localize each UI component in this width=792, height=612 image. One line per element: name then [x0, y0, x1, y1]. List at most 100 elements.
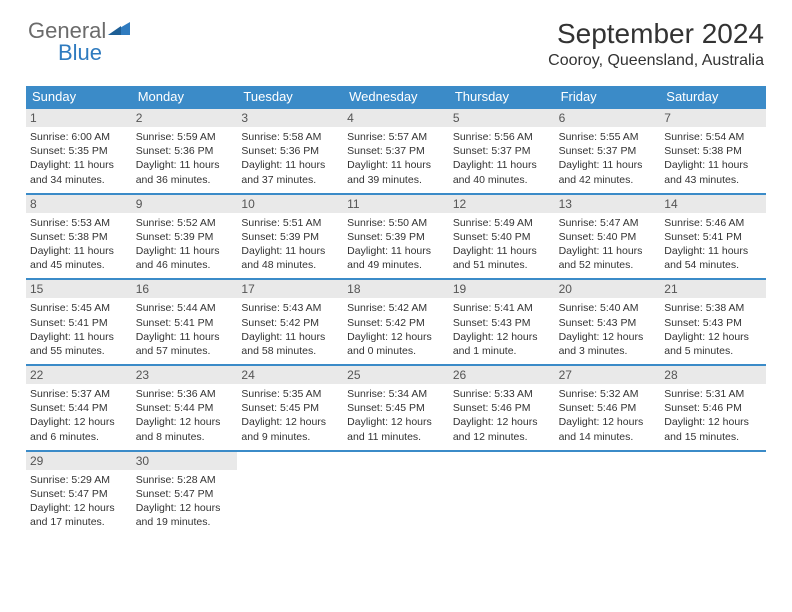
sunset-line: Sunset: 5:36 PM — [136, 144, 234, 158]
sunset-line: Sunset: 5:41 PM — [30, 316, 128, 330]
day-number: 22 — [26, 366, 132, 384]
day-cell: 12Sunrise: 5:49 AMSunset: 5:40 PMDayligh… — [449, 195, 555, 279]
sunset-line: Sunset: 5:40 PM — [559, 230, 657, 244]
daylight-line: Daylight: 11 hours and 34 minutes. — [30, 158, 128, 186]
sunrise-line: Sunrise: 5:49 AM — [453, 216, 551, 230]
day-cell: 5 Sunrise: 5:56 AMSunset: 5:37 PMDaylight… — [449, 109, 555, 193]
day-number: 28 — [660, 366, 766, 384]
calendar: SundayMondayTuesdayWednesdayThursdayFrid… — [26, 86, 766, 535]
sunset-line: Sunset: 5:43 PM — [664, 316, 762, 330]
daylight-line: Daylight: 11 hours and 45 minutes. — [30, 244, 128, 272]
sunrise-line: Sunrise: 5:46 AM — [664, 216, 762, 230]
daylight-line: Daylight: 11 hours and 46 minutes. — [136, 244, 234, 272]
day-number: 5 — [449, 109, 555, 127]
daylight-line: Daylight: 11 hours and 51 minutes. — [453, 244, 551, 272]
day-cell: 25Sunrise: 5:34 AMSunset: 5:45 PMDayligh… — [343, 366, 449, 450]
sunset-line: Sunset: 5:42 PM — [347, 316, 445, 330]
sunset-line: Sunset: 5:42 PM — [241, 316, 339, 330]
day-number: 25 — [343, 366, 449, 384]
day-cell: 4 Sunrise: 5:57 AMSunset: 5:37 PMDaylight… — [343, 109, 449, 193]
sunrise-line: Sunrise: 5:36 AM — [136, 387, 234, 401]
daylight-line: Daylight: 12 hours and 0 minutes. — [347, 330, 445, 358]
day-cell: 26Sunrise: 5:33 AMSunset: 5:46 PMDayligh… — [449, 366, 555, 450]
sunrise-line: Sunrise: 5:38 AM — [664, 301, 762, 315]
day-cell: 28Sunrise: 5:31 AMSunset: 5:46 PMDayligh… — [660, 366, 766, 450]
daylight-line: Daylight: 11 hours and 55 minutes. — [30, 330, 128, 358]
sunset-line: Sunset: 5:37 PM — [559, 144, 657, 158]
sunset-line: Sunset: 5:39 PM — [241, 230, 339, 244]
day-number: 18 — [343, 280, 449, 298]
day-cell: 24Sunrise: 5:35 AMSunset: 5:45 PMDayligh… — [237, 366, 343, 450]
day-cell: 22Sunrise: 5:37 AMSunset: 5:44 PMDayligh… — [26, 366, 132, 450]
header: GeneralBlue September 2024 Cooroy, Queen… — [0, 0, 792, 78]
sunset-line: Sunset: 5:41 PM — [664, 230, 762, 244]
logo: GeneralBlue — [28, 18, 130, 66]
daylight-line: Daylight: 12 hours and 5 minutes. — [664, 330, 762, 358]
sunrise-line: Sunrise: 5:56 AM — [453, 130, 551, 144]
weekday-header: Thursday — [449, 86, 555, 107]
day-cell: 15Sunrise: 5:45 AMSunset: 5:41 PMDayligh… — [26, 280, 132, 364]
day-number: 2 — [132, 109, 238, 127]
daylight-line: Daylight: 12 hours and 14 minutes. — [559, 415, 657, 443]
sunrise-line: Sunrise: 5:44 AM — [136, 301, 234, 315]
day-cell: 10Sunrise: 5:51 AMSunset: 5:39 PMDayligh… — [237, 195, 343, 279]
day-number: 30 — [132, 452, 238, 470]
day-number: 11 — [343, 195, 449, 213]
daylight-line: Daylight: 11 hours and 42 minutes. — [559, 158, 657, 186]
logo-text-blue: Blue — [58, 40, 130, 66]
sunrise-line: Sunrise: 5:28 AM — [136, 473, 234, 487]
daylight-line: Daylight: 11 hours and 40 minutes. — [453, 158, 551, 186]
sunset-line: Sunset: 5:45 PM — [347, 401, 445, 415]
sunset-line: Sunset: 5:47 PM — [136, 487, 234, 501]
sunrise-line: Sunrise: 5:50 AM — [347, 216, 445, 230]
sunset-line: Sunset: 5:38 PM — [664, 144, 762, 158]
day-number: 14 — [660, 195, 766, 213]
day-number: 21 — [660, 280, 766, 298]
day-number: 16 — [132, 280, 238, 298]
sunset-line: Sunset: 5:46 PM — [453, 401, 551, 415]
sunrise-line: Sunrise: 5:43 AM — [241, 301, 339, 315]
weeks-container: 1Sunrise: 6:00 AMSunset: 5:35 PMDaylight… — [26, 107, 766, 535]
day-number: 9 — [132, 195, 238, 213]
daylight-line: Daylight: 11 hours and 39 minutes. — [347, 158, 445, 186]
day-cell: 27Sunrise: 5:32 AMSunset: 5:46 PMDayligh… — [555, 366, 661, 450]
daylight-line: Daylight: 11 hours and 58 minutes. — [241, 330, 339, 358]
daylight-line: Daylight: 11 hours and 43 minutes. — [664, 158, 762, 186]
week-row: 8Sunrise: 5:53 AMSunset: 5:38 PMDaylight… — [26, 193, 766, 279]
weekday-header-row: SundayMondayTuesdayWednesdayThursdayFrid… — [26, 86, 766, 107]
daylight-line: Daylight: 11 hours and 37 minutes. — [241, 158, 339, 186]
day-number: 6 — [555, 109, 661, 127]
daylight-line: Daylight: 11 hours and 54 minutes. — [664, 244, 762, 272]
daylight-line: Daylight: 11 hours and 48 minutes. — [241, 244, 339, 272]
day-number: 13 — [555, 195, 661, 213]
sunset-line: Sunset: 5:41 PM — [136, 316, 234, 330]
daylight-line: Daylight: 11 hours and 49 minutes. — [347, 244, 445, 272]
location-subtitle: Cooroy, Queensland, Australia — [548, 52, 764, 70]
day-cell: 2Sunrise: 5:59 AMSunset: 5:36 PMDaylight… — [132, 109, 238, 193]
day-cell — [660, 452, 766, 536]
sunrise-line: Sunrise: 5:57 AM — [347, 130, 445, 144]
sunset-line: Sunset: 5:39 PM — [347, 230, 445, 244]
sunrise-line: Sunrise: 5:35 AM — [241, 387, 339, 401]
sunset-line: Sunset: 5:44 PM — [30, 401, 128, 415]
day-cell — [343, 452, 449, 536]
day-cell: 20Sunrise: 5:40 AMSunset: 5:43 PMDayligh… — [555, 280, 661, 364]
sunset-line: Sunset: 5:37 PM — [347, 144, 445, 158]
sunset-line: Sunset: 5:47 PM — [30, 487, 128, 501]
day-cell: 1Sunrise: 6:00 AMSunset: 5:35 PMDaylight… — [26, 109, 132, 193]
daylight-line: Daylight: 12 hours and 6 minutes. — [30, 415, 128, 443]
sunrise-line: Sunrise: 5:54 AM — [664, 130, 762, 144]
day-cell: 11 Sunrise: 5:50 AMSunset: 5:39 PMDayligh… — [343, 195, 449, 279]
sunrise-line: Sunrise: 5:45 AM — [30, 301, 128, 315]
sunrise-line: Sunrise: 5:53 AM — [30, 216, 128, 230]
sunset-line: Sunset: 5:39 PM — [136, 230, 234, 244]
day-cell: 14 Sunrise: 5:46 AMSunset: 5:41 PMDayligh… — [660, 195, 766, 279]
sunrise-line: Sunrise: 5:33 AM — [453, 387, 551, 401]
sunset-line: Sunset: 5:43 PM — [453, 316, 551, 330]
sunset-line: Sunset: 5:37 PM — [453, 144, 551, 158]
day-cell: 19Sunrise: 5:41 AMSunset: 5:43 PMDayligh… — [449, 280, 555, 364]
day-cell: 17Sunrise: 5:43 AMSunset: 5:42 PMDayligh… — [237, 280, 343, 364]
sunrise-line: Sunrise: 5:47 AM — [559, 216, 657, 230]
daylight-line: Daylight: 12 hours and 11 minutes. — [347, 415, 445, 443]
day-number: 4 — [343, 109, 449, 127]
